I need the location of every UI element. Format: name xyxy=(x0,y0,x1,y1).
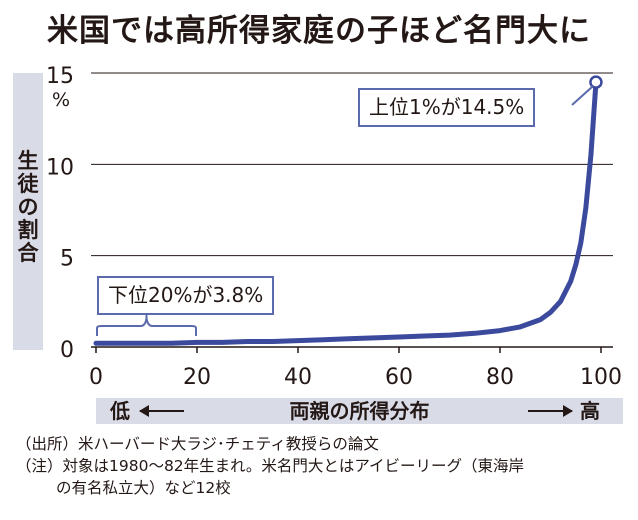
y-axis-label-char-1: 徒 xyxy=(17,172,39,196)
y-tick-label-15: 15 xyxy=(46,64,74,89)
y-tick-label-5: 5 xyxy=(60,247,74,272)
arrow-right-icon xyxy=(528,405,573,417)
x-tick-label-60: 60 xyxy=(385,365,413,390)
x-axis-label: 両親の所得分布 xyxy=(289,399,430,423)
y-axis-label-band xyxy=(13,73,43,350)
x-axis-label-band: 低 両親の所得分布 高 xyxy=(96,398,623,424)
x-tick-label-100: 100 xyxy=(580,365,622,390)
y-axis-label-char-4: 合 xyxy=(17,241,39,265)
y-axis-label: 生徒の割合 xyxy=(13,150,43,265)
y-tick-label-0: 0 xyxy=(60,338,74,363)
y-unit-label: % xyxy=(52,89,70,111)
y-axis-label-char-0: 生 xyxy=(17,149,39,173)
top-callout-connector xyxy=(571,85,594,106)
x-tick-label-20: 20 xyxy=(183,365,211,390)
y-axis-label-char-2: の xyxy=(17,195,39,219)
x-tick-label-0: 0 xyxy=(89,365,103,390)
x-tick-label-80: 80 xyxy=(486,365,514,390)
y-axis-label-char-3: 割 xyxy=(17,218,39,242)
x-axis-low-label: 低 xyxy=(110,399,130,423)
footnote-line-2: の有名私立大）など12校 xyxy=(56,479,231,497)
x-axis-high-label: 高 xyxy=(580,399,600,423)
bottom-20-percent-callout: 下位20%が3.8% xyxy=(97,276,275,315)
footnotes: （出所）米ハーバード大ラジ･チェティ教授らの論文 （注）対象は1980～82年生… xyxy=(16,433,631,499)
source-note: （出所）米ハーバード大ラジ･チェティ教授らの論文 xyxy=(16,435,379,453)
x-tick-label-40: 40 xyxy=(284,365,312,390)
y-tick-label-10: 10 xyxy=(46,155,74,180)
data-line xyxy=(93,79,599,346)
top-1-percent-point xyxy=(589,75,603,89)
bottom-20-brace xyxy=(96,317,197,336)
footnote-line-1: （注）対象は1980～82年生まれ。米名門大とはアイビーリーグ（東海岸 xyxy=(16,457,525,475)
top-1-percent-callout: 上位1%が14.5% xyxy=(358,88,536,127)
chart-title: 米国では高所得家庭の子ほど名門大に xyxy=(47,13,591,49)
arrow-left-icon xyxy=(139,405,184,417)
